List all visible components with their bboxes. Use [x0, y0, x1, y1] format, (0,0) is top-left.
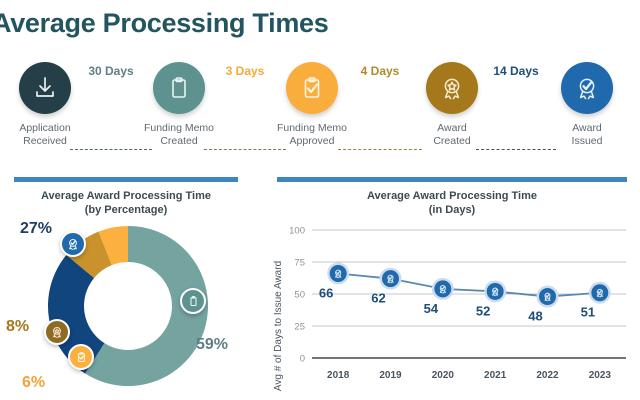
- marker-glyph: [387, 274, 394, 284]
- timeline-duration-1: 30 Days: [88, 64, 134, 78]
- marker-glyph: [596, 288, 603, 298]
- line-chart-heading: Average Award Processing Time (in Days): [277, 189, 627, 217]
- y-tick-label: 0: [300, 354, 305, 365]
- x-tick-label: 2021: [484, 370, 507, 381]
- timeline-step-award-created[interactable]: Award Created: [406, 58, 498, 147]
- timeline-step-funding-memo-approved[interactable]: Funding Memo Approved: [266, 58, 358, 147]
- timeline-connector-3: [338, 149, 422, 150]
- timeline-connector-1: [70, 149, 152, 150]
- donut-slice: [85, 226, 208, 386]
- donut-badge-award-issued: [60, 231, 86, 257]
- timeline-duration-2: 3 Days: [225, 64, 265, 78]
- x-tick-label: 2019: [379, 370, 402, 381]
- donut-badge-funding-memo-created: [180, 288, 206, 314]
- donut-heading-line2: (by Percentage): [84, 204, 168, 216]
- download-inbox-icon: [19, 62, 71, 114]
- marker-glyph: [544, 292, 551, 302]
- donut-label-funding-memo-approved: 6%: [22, 374, 46, 391]
- clipboard-check-icon: [286, 62, 338, 114]
- timeline-step-label-line2: Approved: [289, 134, 335, 147]
- timeline-step-label: Application Received: [0, 122, 91, 147]
- line-chart-markers: [327, 262, 611, 308]
- donut-slice: [98, 226, 128, 266]
- x-tick-label: 2020: [432, 370, 455, 381]
- timeline-step-application-received[interactable]: Application Received: [0, 58, 91, 147]
- line-heading-line2: (in Days): [428, 204, 476, 216]
- donut-chart: 27% 59% 8% 6%: [0, 218, 262, 400]
- marker-glyph: [492, 287, 499, 297]
- line-heading-line1: Average Award Processing Time: [367, 190, 537, 202]
- timeline-step-award-issued[interactable]: Award Issued: [541, 58, 633, 147]
- line-chart-x-tick-labels: 2018 2019 2020 2021 2022 2023: [327, 370, 611, 381]
- timeline-step-label: Award Created: [406, 122, 498, 147]
- y-tick-label: 75: [294, 258, 305, 269]
- award-ribbon-check-icon: [561, 62, 613, 114]
- data-point-value: 54: [424, 301, 439, 316]
- donut-label-award-created: 8%: [6, 318, 30, 335]
- donut-label-funding-memo-created: 59%: [196, 336, 229, 353]
- data-point-value: 52: [476, 303, 490, 318]
- donut-slice: [66, 231, 112, 278]
- donut-badge-funding-memo-approved: [68, 344, 94, 370]
- line-chart: 0 25 50 75 100 2018 2019 2020 2021 2022 2023 66 62…: [268, 218, 640, 400]
- timeline-connector-2: [204, 149, 286, 150]
- timeline-step-label-line2: Issued: [571, 134, 603, 147]
- timeline-step-label-line1: Application: [19, 122, 71, 134]
- data-point-value: 51: [581, 305, 595, 320]
- line-chart-svg: 0 25 50 75 100 2018 2019 2020 2021 2022 2023 66 62…: [273, 226, 626, 391]
- timeline-duration-4: 14 Days: [493, 64, 539, 78]
- clipboard-icon: [153, 62, 205, 114]
- data-point-value: 62: [371, 291, 385, 306]
- line-chart-y-tick-labels: 0 25 50 75 100: [289, 226, 305, 365]
- timeline-step-funding-memo-created[interactable]: Funding Memo Created: [133, 58, 225, 147]
- data-point-value: 66: [319, 286, 333, 301]
- y-tick-label: 25: [294, 322, 305, 333]
- section-divider-left: [14, 177, 238, 182]
- timeline-step-label-line2: Received: [23, 134, 67, 147]
- timeline-step-label: Funding Memo Approved: [266, 122, 358, 147]
- marker-glyph: [335, 269, 342, 279]
- x-tick-label: 2023: [589, 370, 612, 381]
- timeline-step-label-line2: Created: [160, 134, 198, 147]
- timeline-connector-4: [476, 149, 556, 150]
- timeline-step-label: Award Issued: [541, 122, 633, 147]
- page-title: Average Processing Times: [0, 8, 329, 38]
- y-tick-label: 50: [294, 290, 305, 301]
- timeline-duration-3: 4 Days: [360, 64, 400, 78]
- timeline-step-label-line1: Award: [572, 122, 602, 134]
- donut-badge-award-created: [44, 319, 70, 345]
- timeline-step-label-line1: Award: [437, 122, 467, 134]
- y-tick-label: 100: [289, 226, 305, 237]
- line-chart-y-axis-title: Avg # of Days to Issue Award: [273, 261, 284, 391]
- donut-chart-heading: Average Award Processing Time (by Percen…: [14, 189, 238, 217]
- donut-label-award-issued: 27%: [20, 220, 53, 237]
- x-tick-label: 2022: [536, 370, 559, 381]
- process-timeline: Application Received Funding Memo Create…: [0, 58, 640, 168]
- section-divider-right: [277, 177, 627, 182]
- timeline-step-label-line1: Funding Memo: [276, 122, 348, 134]
- award-ribbon-star-icon: [426, 62, 478, 114]
- line-chart-value-labels: 66 62 54 52 48 51: [319, 286, 595, 324]
- data-point-value: 48: [528, 309, 542, 324]
- timeline-step-label-line1: Funding Memo: [143, 122, 215, 134]
- timeline-step-label-line2: Created: [433, 134, 471, 147]
- x-tick-label: 2018: [327, 370, 350, 381]
- marker-glyph: [439, 284, 446, 294]
- timeline-step-label: Funding Memo Created: [133, 122, 225, 147]
- donut-heading-line1: Average Award Processing Time: [41, 190, 211, 202]
